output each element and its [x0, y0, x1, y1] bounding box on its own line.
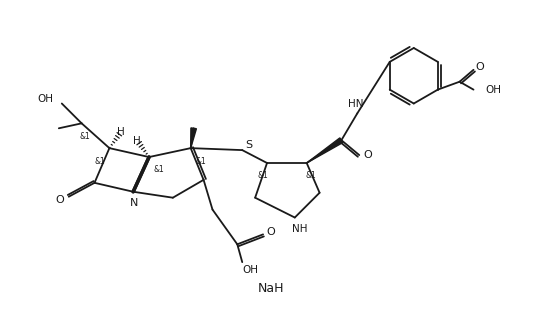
Text: O: O: [475, 62, 484, 72]
Text: &1: &1: [94, 157, 105, 165]
Text: OH: OH: [38, 94, 54, 104]
Text: OH: OH: [486, 84, 501, 95]
Text: O: O: [267, 227, 275, 237]
Text: &1: &1: [257, 171, 268, 180]
Text: S: S: [246, 140, 253, 150]
Polygon shape: [191, 128, 196, 148]
Text: O: O: [364, 150, 372, 160]
Text: &1: &1: [153, 165, 164, 175]
Text: N: N: [130, 198, 138, 208]
Text: HN: HN: [347, 98, 363, 109]
Text: NH: NH: [292, 225, 307, 234]
Polygon shape: [307, 138, 343, 163]
Text: &1: &1: [79, 132, 90, 141]
Text: &1: &1: [305, 171, 316, 180]
Text: H: H: [133, 136, 141, 146]
Text: O: O: [55, 195, 64, 205]
Text: H: H: [118, 127, 125, 137]
Text: OH: OH: [242, 265, 258, 275]
Text: NaH: NaH: [258, 282, 284, 295]
Text: &1: &1: [195, 157, 206, 165]
